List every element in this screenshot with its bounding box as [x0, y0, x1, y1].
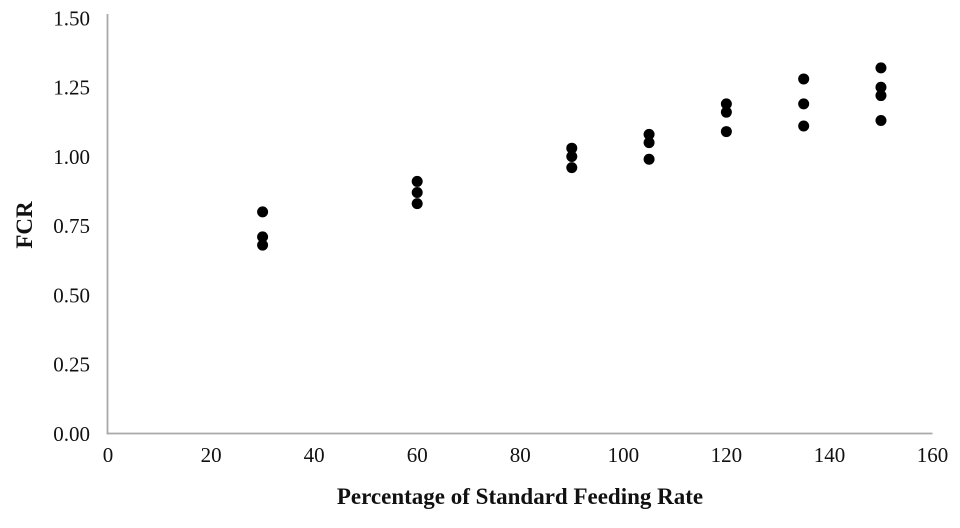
data-point — [720, 126, 732, 138]
data-point — [798, 73, 810, 85]
data-point — [257, 206, 269, 218]
data-point — [257, 239, 269, 251]
data-point — [566, 162, 578, 174]
x-tick-label: 20 — [201, 443, 222, 467]
data-point — [566, 151, 578, 162]
data-point — [875, 62, 887, 74]
data-point — [643, 137, 655, 149]
data-point — [720, 106, 732, 118]
data-point — [257, 231, 269, 243]
y-tick-label: 1.50 — [53, 6, 90, 30]
y-axis-title: FCR — [12, 201, 37, 249]
x-tick-label: 0 — [103, 443, 114, 467]
x-tick-label: 160 — [917, 443, 949, 467]
axes-layer — [106, 14, 933, 435]
data-point — [720, 98, 732, 110]
data-point — [798, 98, 810, 110]
y-tick-label: 1.25 — [53, 76, 90, 100]
x-tick-label: 100 — [608, 443, 640, 467]
data-point — [875, 81, 887, 93]
x-tick-label: 120 — [711, 443, 743, 467]
data-point — [875, 90, 887, 102]
tick-labels-layer: 0.00 0.25 0.50 0.75 1.00 1.25 1.50 0 20 40 60 80 100… — [53, 6, 948, 467]
x-tick-label: 60 — [407, 443, 428, 467]
data-point — [798, 120, 810, 132]
x-tick-label: 80 — [510, 443, 531, 467]
x-axis-title: Percentage of Standard Feeding Rate — [337, 484, 703, 509]
y-tick-label: 0.25 — [53, 353, 90, 377]
x-tick-label: 140 — [814, 443, 846, 467]
data-point — [643, 128, 655, 140]
data-point — [643, 153, 655, 165]
data-points-layer — [257, 62, 887, 251]
y-tick-label: 0.50 — [53, 283, 90, 307]
data-point — [875, 114, 887, 126]
x-tick-label: 40 — [304, 443, 325, 467]
y-tick-label: 1.00 — [53, 145, 90, 169]
data-point — [411, 198, 423, 210]
data-point — [411, 187, 423, 199]
data-point — [411, 175, 423, 187]
y-tick-label: 0.75 — [53, 214, 90, 238]
y-tick-label: 0.00 — [53, 422, 90, 446]
data-point — [566, 142, 578, 154]
